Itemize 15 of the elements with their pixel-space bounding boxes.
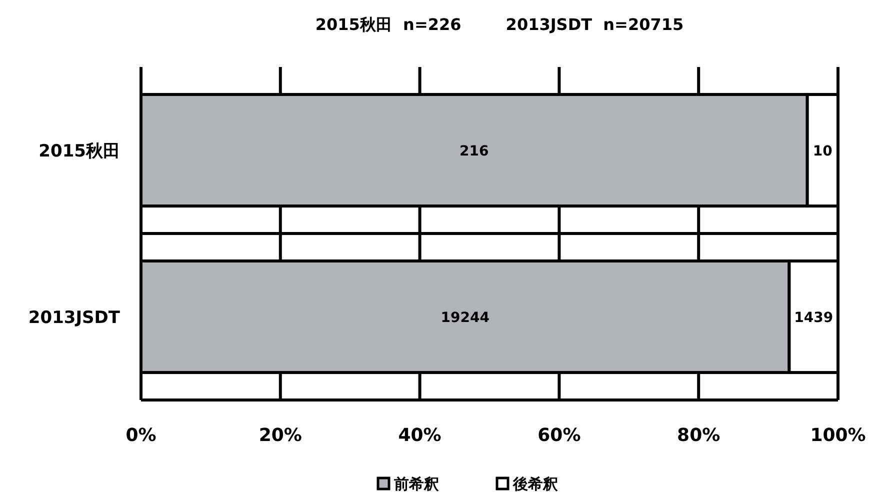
- annotation: 1439: [794, 310, 834, 326]
- x-tick-label: 20%: [258, 425, 302, 446]
- annotation: 216: [460, 143, 489, 160]
- annotation: 10: [812, 143, 833, 160]
- x-tick-label: 60%: [538, 425, 581, 446]
- x-tick-label: 80%: [677, 425, 720, 446]
- legend-label: 前希釈: [393, 475, 439, 493]
- annotation: 19244: [440, 310, 490, 326]
- chart-title: 2015秋田 n=226 2013JSDT n=20715: [315, 15, 684, 34]
- x-tick-label: 0%: [126, 425, 156, 446]
- x-tick-label: 100%: [810, 425, 866, 446]
- legend-label: 後希釈: [512, 475, 558, 493]
- y-tick-label: 2013JSDT: [28, 308, 120, 328]
- y-tick-label: 2015秋田: [38, 141, 120, 162]
- x-tick-label: 40%: [398, 425, 442, 446]
